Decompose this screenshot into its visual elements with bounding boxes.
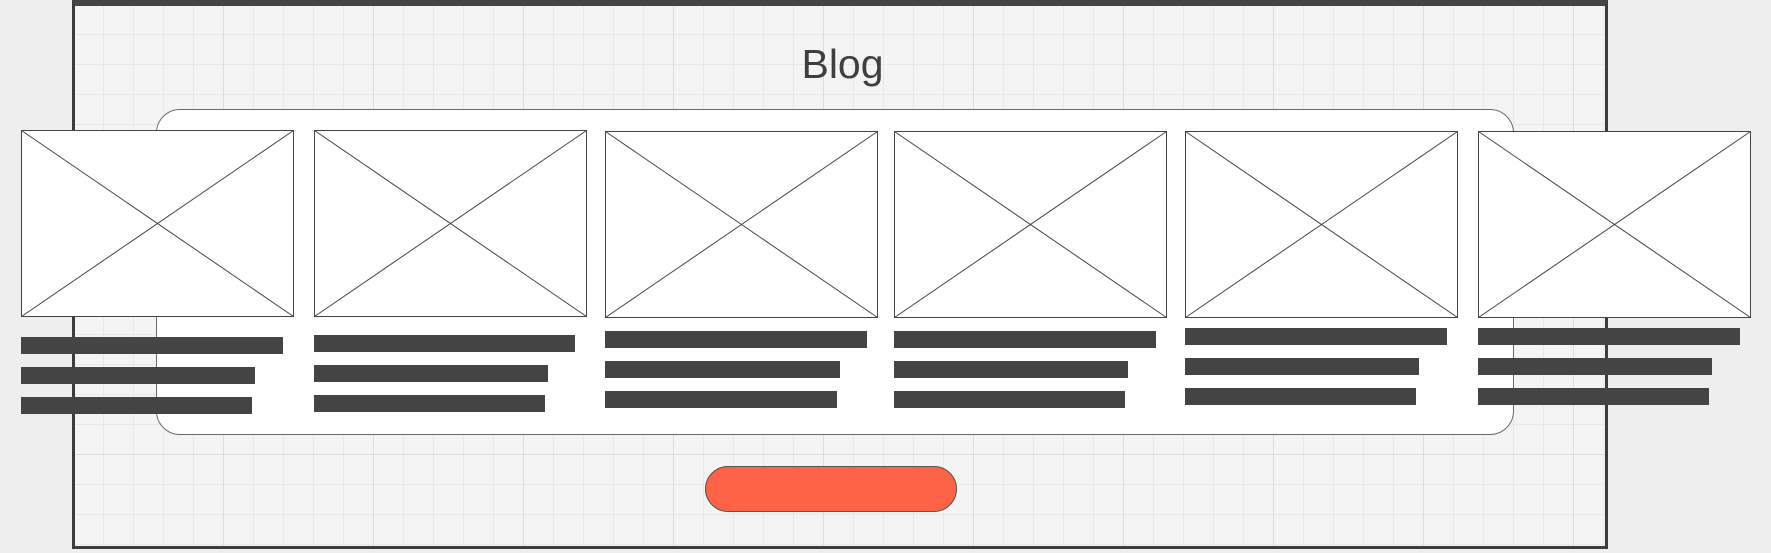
text-line-placeholder bbox=[605, 331, 867, 348]
text-line-placeholder bbox=[1185, 328, 1447, 345]
text-line-placeholder bbox=[605, 361, 840, 378]
image-placeholder-icon bbox=[1478, 131, 1751, 318]
blog-post-card[interactable] bbox=[21, 130, 295, 420]
image-placeholder-icon bbox=[605, 131, 878, 318]
view-more-button[interactable] bbox=[705, 466, 957, 512]
text-line-placeholder bbox=[21, 397, 252, 414]
text-line-placeholder bbox=[21, 337, 283, 354]
image-placeholder-icon bbox=[1185, 131, 1458, 318]
text-line-placeholder bbox=[894, 391, 1125, 408]
image-placeholder-icon bbox=[21, 130, 294, 317]
text-line-placeholder bbox=[314, 335, 575, 352]
text-line-placeholder bbox=[1185, 388, 1416, 405]
text-line-placeholder bbox=[1478, 328, 1740, 345]
text-line-placeholder bbox=[1478, 388, 1709, 405]
text-line-placeholder bbox=[1185, 358, 1419, 375]
text-line-placeholder bbox=[1478, 358, 1712, 375]
text-line-placeholder bbox=[605, 391, 837, 408]
blog-post-card[interactable] bbox=[1185, 131, 1459, 421]
image-placeholder-icon bbox=[314, 130, 587, 317]
text-line-placeholder bbox=[894, 361, 1128, 378]
text-line-placeholder bbox=[314, 365, 548, 382]
blog-post-card[interactable] bbox=[894, 131, 1168, 421]
page-title: Blog bbox=[801, 41, 884, 87]
blog-post-card[interactable] bbox=[605, 131, 879, 421]
blog-post-card[interactable] bbox=[314, 130, 588, 420]
image-placeholder-icon bbox=[894, 131, 1167, 318]
blog-post-card[interactable] bbox=[1478, 131, 1752, 421]
text-line-placeholder bbox=[894, 331, 1156, 348]
text-line-placeholder bbox=[314, 395, 545, 412]
text-line-placeholder bbox=[21, 367, 255, 384]
